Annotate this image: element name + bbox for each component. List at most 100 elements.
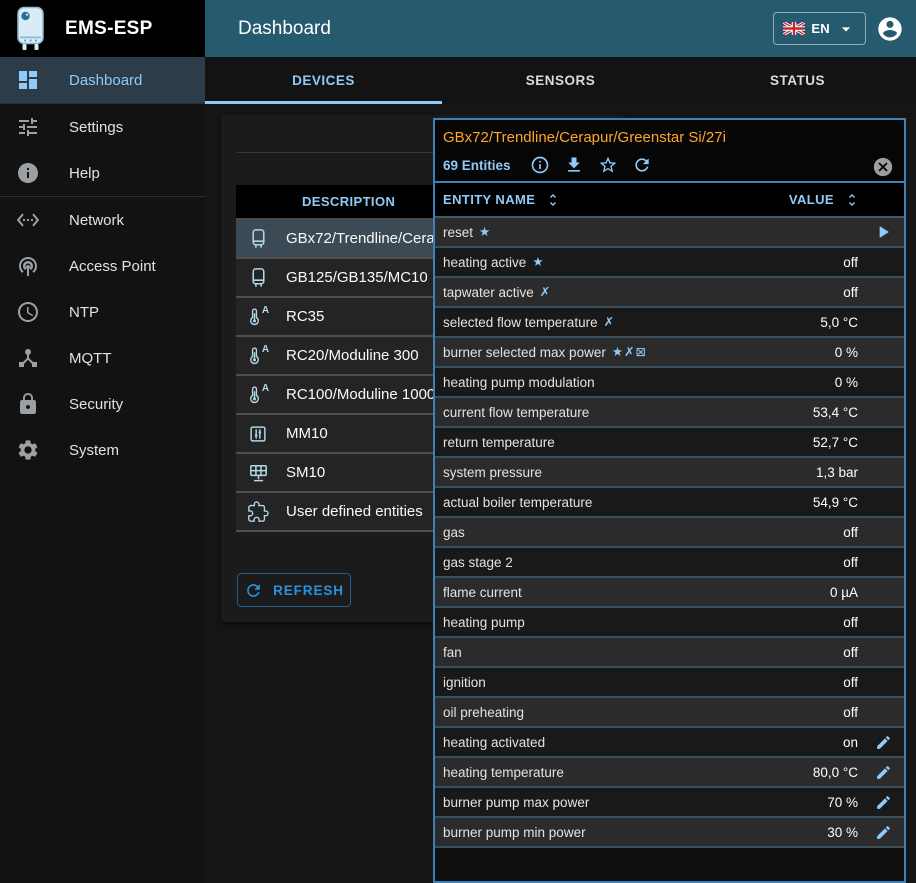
close-icon[interactable] <box>872 156 894 178</box>
thermostat-icon: A <box>236 305 280 327</box>
entity-row: burner selected max power ★ ✗ ⊠ 0 % <box>435 338 904 368</box>
star-outline-icon[interactable] <box>598 155 618 175</box>
sidebar-item-mqtt[interactable]: MQTT <box>0 335 205 381</box>
tab-status[interactable]: STATUS <box>770 73 825 88</box>
device-name: RC100/Moduline 1000 <box>286 386 436 403</box>
top-bar: EMS-ESP Dashboard EN <box>0 0 916 57</box>
sidebar-item-label: Dashboard <box>69 71 143 89</box>
lock-icon <box>16 392 40 416</box>
entity-action-cell <box>862 794 904 811</box>
page-title: Dashboard <box>238 17 331 39</box>
run-command-icon[interactable] <box>873 222 893 242</box>
thermostat-icon: A <box>236 344 280 366</box>
entity-name: burner pump min power <box>443 824 586 840</box>
refresh-button[interactable]: REFRESH <box>237 573 351 607</box>
entity-name: tapwater active <box>443 284 534 300</box>
entity-row: current flow temperature 53,4 °C <box>435 398 904 428</box>
entity-value: on <box>842 734 858 750</box>
entity-name: flame current <box>443 584 522 600</box>
sidebar-divider <box>0 196 205 197</box>
sidebar-item-network[interactable]: Network <box>0 197 205 243</box>
mixer-icon <box>236 423 280 445</box>
tune-icon <box>16 115 40 139</box>
language-label: EN <box>811 21 830 36</box>
star-icon: ★ <box>611 343 624 359</box>
sidebar-item-system[interactable]: System <box>0 427 205 473</box>
entity-value: 80,0 °C <box>812 764 858 780</box>
device-name: GB125/GB135/MC10 <box>286 269 428 286</box>
device-name: SM10 <box>286 464 326 481</box>
water-heater-logo-icon <box>17 6 44 50</box>
uk-flag-icon <box>783 22 806 35</box>
brand-area: EMS-ESP <box>0 0 205 57</box>
boiler-icon <box>236 227 280 250</box>
flash-off-icon: ✗ <box>539 283 551 299</box>
entity-value: 70 % <box>827 794 858 810</box>
device-name: RC20/Moduline 300 <box>286 347 419 364</box>
entity-value: off <box>843 554 858 570</box>
sidebar-item-dashboard[interactable]: Dashboard <box>0 57 205 103</box>
flash-off-icon: ✗ <box>624 343 635 359</box>
entity-row: tapwater active ✗ off <box>435 278 904 308</box>
edit-icon[interactable] <box>875 824 892 841</box>
sidebar-item-label: MQTT <box>69 349 112 367</box>
entity-name: heating active <box>443 254 527 270</box>
entity-value: off <box>843 674 858 690</box>
entity-row[interactable]: reset ★ <box>435 218 904 248</box>
sidebar-divider <box>0 103 205 104</box>
thermostat-icon: A <box>236 383 280 405</box>
sidebar-item-ntp[interactable]: NTP <box>0 289 205 335</box>
sort-icon[interactable] <box>545 192 561 208</box>
entity-action-cell <box>862 734 904 751</box>
value-column-header[interactable]: VALUE <box>788 192 834 207</box>
entity-row: actual boiler temperature 54,9 °C <box>435 488 904 518</box>
entity-row[interactable]: heating activated on <box>435 728 904 758</box>
hub-icon <box>16 346 40 370</box>
chevron-down-icon <box>841 26 851 31</box>
entity-name: fan <box>443 644 462 660</box>
sort-icon[interactable] <box>844 192 860 208</box>
entity-row: heating pump modulation 0 % <box>435 368 904 398</box>
sidebar-item-label: Security <box>69 395 124 413</box>
download-icon[interactable] <box>564 155 584 175</box>
entity-name: system pressure <box>443 464 543 480</box>
sidebar-item-label: Access Point <box>69 257 156 275</box>
refresh-icon <box>247 583 260 597</box>
language-selector[interactable]: EN <box>773 12 866 45</box>
sidebar-item-settings[interactable]: Settings <box>0 104 205 150</box>
entity-row: gas off <box>435 518 904 548</box>
panel-header: GBx72/Trendline/Cerapur/Greenstar Si/27i… <box>435 120 904 183</box>
sidebar-item-access-point[interactable]: Access Point <box>0 243 205 289</box>
entity-name: heating activated <box>443 734 546 750</box>
entity-row[interactable]: heating temperature 80,0 °C <box>435 758 904 788</box>
entity-row: flame current 0 µA <box>435 578 904 608</box>
tab-devices[interactable]: DEVICES <box>205 57 442 104</box>
description-column-header: DESCRIPTION <box>302 194 396 209</box>
edit-icon[interactable] <box>875 734 892 751</box>
entity-name-column-header[interactable]: ENTITY NAME <box>443 192 536 207</box>
entity-count: 69 Entities <box>443 157 511 173</box>
entity-value: off <box>843 704 858 720</box>
entity-value: off <box>843 254 858 270</box>
edit-icon[interactable] <box>875 794 892 811</box>
entity-name: selected flow temperature <box>443 314 598 330</box>
entity-row: gas stage 2 off <box>435 548 904 578</box>
puzzle-icon <box>236 500 280 523</box>
entity-row[interactable]: burner pump min power 30 % <box>435 818 904 848</box>
account-icon[interactable] <box>876 15 904 43</box>
refresh-icon[interactable] <box>632 155 652 175</box>
info-outline-icon[interactable] <box>530 155 550 175</box>
sidebar-item-security[interactable]: Security <box>0 381 205 427</box>
entity-action-cell <box>862 824 904 841</box>
entity-name: burner selected max power <box>443 344 606 360</box>
entity-action-cell <box>862 764 904 781</box>
edit-icon[interactable] <box>875 764 892 781</box>
panel-toolbar: 69 Entities <box>443 155 894 175</box>
tab-sensors[interactable]: SENSORS <box>525 73 596 88</box>
entity-name: return temperature <box>443 434 555 450</box>
sidebar-item-help[interactable]: Help <box>0 150 205 196</box>
boiler-icon <box>236 266 280 289</box>
entity-value: 54,9 °C <box>812 494 858 510</box>
entity-name: gas <box>443 524 465 540</box>
entity-row[interactable]: burner pump max power 70 % <box>435 788 904 818</box>
